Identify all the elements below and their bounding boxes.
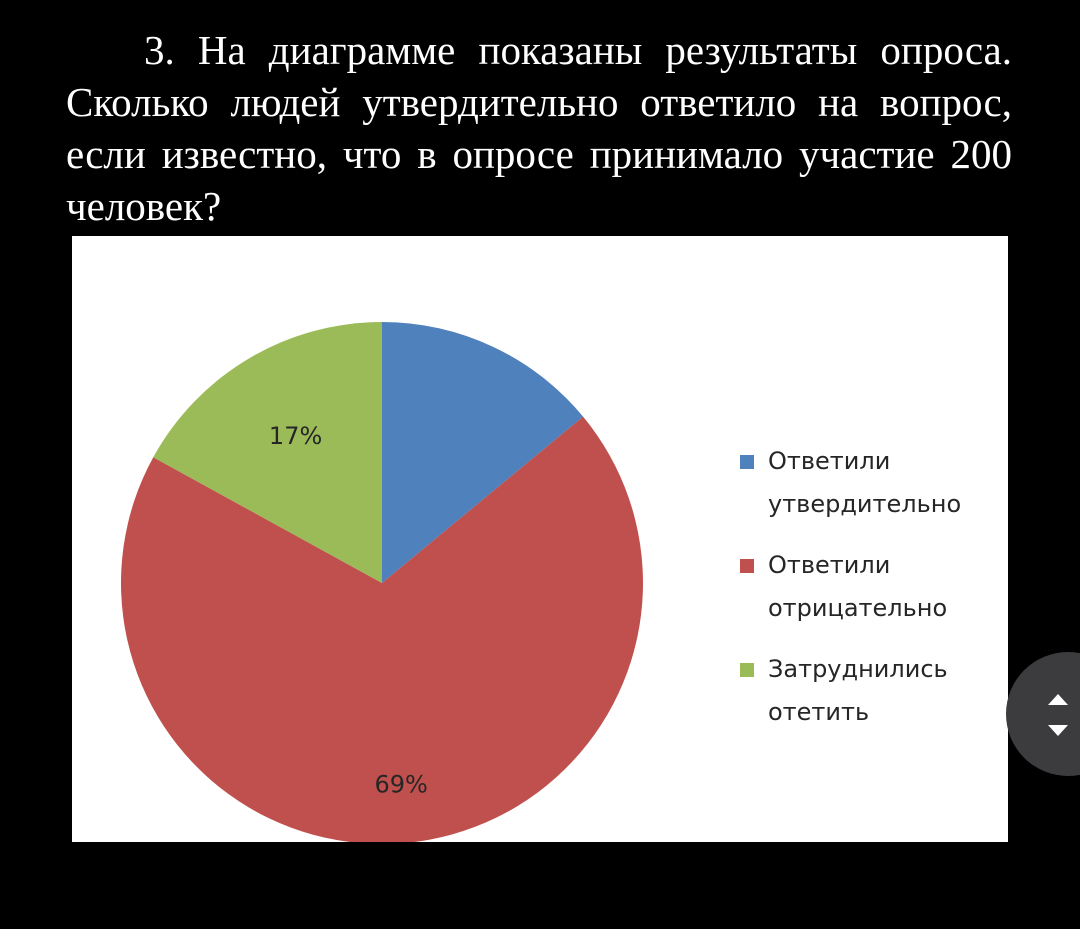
pie-slice-1 [121, 416, 643, 842]
scroll-widget[interactable] [1006, 652, 1080, 776]
legend-label-2: Затруднились отетить [768, 655, 948, 726]
chevron-up-icon[interactable] [1048, 694, 1068, 705]
legend-item-1: Ответили отрицательно [738, 544, 998, 630]
legend-item-0: Ответили утвердительно [738, 440, 998, 526]
legend-swatch-1 [740, 559, 754, 573]
chart-legend: Ответили утвердительно Ответили отрицател… [738, 440, 998, 752]
question-text: 3. На диаграмме показаны результаты опро… [66, 27, 1012, 229]
legend-label-0: Ответили утвердительно [768, 447, 962, 518]
legend-swatch-2 [740, 663, 754, 677]
legend-item-2: Затруднились отетить [738, 648, 998, 734]
chevron-down-icon[interactable] [1048, 725, 1068, 736]
pie-chart: 69% 17% [121, 322, 643, 842]
pie-slice-2 [153, 322, 382, 583]
slice-label-2: 17% [269, 422, 322, 450]
legend-swatch-0 [740, 455, 754, 469]
legend-label-1: Ответили отрицательно [768, 551, 948, 622]
chart-panel: 69% 17% Ответили утвердительно Ответили от… [72, 236, 1008, 842]
pie-slice-0 [382, 322, 584, 583]
slice-label-1: 69% [375, 771, 428, 799]
